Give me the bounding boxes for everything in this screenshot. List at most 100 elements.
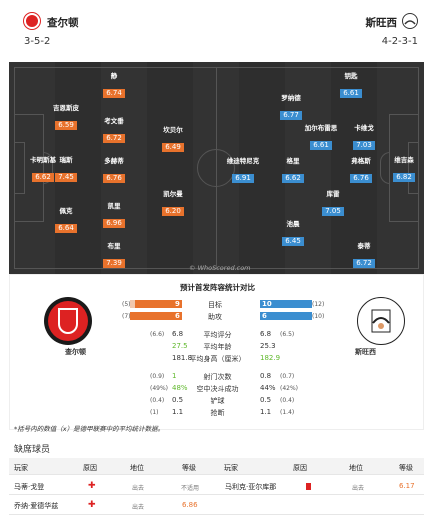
- home-player[interactable]: 坎贝尔 6.49: [143, 126, 203, 153]
- player-rating: 6.61: [310, 141, 332, 150]
- player-name: 格里: [286, 157, 300, 165]
- col-status-right: 地位: [349, 464, 363, 472]
- player-name: 加尔布雷思: [304, 124, 338, 132]
- stat-home-value: 27.5: [172, 342, 188, 350]
- goals-home-league-avg: (5): [122, 301, 131, 308]
- home-player[interactable]: 佩克 6.64: [36, 207, 96, 234]
- absent-table-header: 玩家 原因 地位 等级 玩家 原因 地位 等级: [9, 458, 424, 474]
- home-player[interactable]: 凯里 6.96: [84, 202, 144, 229]
- col-status-left: 地位: [130, 464, 144, 472]
- away-player[interactable]: 罗纳德 6.77: [261, 94, 321, 121]
- stat-home-value: 1: [172, 372, 177, 380]
- home-team-name[interactable]: 查尔顿: [47, 17, 79, 29]
- player-rating: 7.03: [353, 141, 375, 150]
- stat-away-value: 182.9: [260, 354, 281, 362]
- stat-away-league-avg: (42%): [280, 385, 299, 392]
- absent-player-name[interactable]: 马利克·亚尔库那: [225, 483, 277, 491]
- player-name: 静: [110, 72, 118, 80]
- player-name: 坎贝尔: [163, 126, 183, 134]
- col-grade-right: 等级: [399, 464, 413, 472]
- home-player[interactable]: 凯尔曼 6.20: [143, 190, 203, 217]
- player-rating: 7.39: [103, 259, 125, 268]
- player-rating: 6.64: [55, 224, 77, 233]
- player-rating: 6.49: [162, 143, 184, 152]
- away-player[interactable]: 弗格斯 6.76: [331, 157, 391, 184]
- col-reason-right: 原因: [293, 464, 307, 472]
- away-player[interactable]: 钥匙 6.61: [321, 72, 381, 99]
- stat-away-league-avg: (0.7): [280, 373, 295, 380]
- away-player[interactable]: 池晨 6.45: [263, 220, 323, 247]
- stat-home-league-avg: (1): [150, 409, 159, 416]
- stat-away-value: 0.5: [260, 396, 272, 404]
- away-player[interactable]: 加尔布雷思 6.61: [291, 124, 351, 151]
- stat-label: 平均评分: [203, 331, 232, 339]
- away-team-name[interactable]: 斯旺西: [365, 17, 398, 29]
- stat-away-value: 1.1: [260, 408, 272, 416]
- player-rating: 6.91: [232, 174, 254, 183]
- away-player[interactable]: 维吉森 6.82: [374, 156, 432, 183]
- stat-home-value: 6.8: [172, 330, 184, 338]
- player-name: 吉恩斯皮: [53, 104, 79, 112]
- injury-icon: ✚: [88, 481, 96, 491]
- away-player[interactable]: 泰蒂 6.72: [334, 242, 394, 269]
- stat-label: 抢断: [210, 409, 225, 417]
- player-name: 考文垂: [104, 117, 124, 125]
- player-name: 弗格斯: [351, 157, 371, 165]
- home-player[interactable]: 瑞斯 7.45: [36, 156, 96, 183]
- player-rating: 6.76: [103, 174, 125, 183]
- away-player[interactable]: 维迪特尼克 6.91: [213, 157, 273, 184]
- player-rating: 6.45: [282, 237, 304, 246]
- player-name: 维吉森: [394, 156, 414, 164]
- stat-home-league-avg: (6.6): [150, 331, 165, 338]
- stat-home-value: 1.1: [172, 408, 184, 416]
- goals-home-bar: [135, 300, 182, 308]
- stats-panel: 预计首发阵容统计对比 查尔顿 斯旺西 (5) 9 目标 10 (12) (7) …: [9, 274, 424, 430]
- player-rating: 6.59: [55, 121, 77, 130]
- away-player[interactable]: 格里 6.62: [263, 157, 323, 184]
- stat-away-league-avg: (1.4): [280, 409, 295, 416]
- player-rating: 7.45: [55, 173, 77, 182]
- assists-home-league-avg: (7): [122, 313, 131, 320]
- goals-away-bar: [260, 300, 312, 308]
- absent-player-name[interactable]: 马蒂·戈登: [14, 483, 45, 491]
- home-team-large-crest-icon: [44, 297, 92, 345]
- home-player[interactable]: 多赫蒂 6.76: [84, 157, 144, 184]
- home-player[interactable]: 静 6.74: [84, 72, 144, 99]
- col-reason-left: 原因: [83, 464, 97, 472]
- pitch: 卡明斯基 6.62 吉恩斯皮 6.59 瑞斯 7.45 佩克 6.64 静 6.74 考文垂 6.72…: [9, 62, 424, 274]
- assists-home-value: 6: [175, 312, 180, 320]
- absent-status: 出去: [132, 485, 145, 492]
- absent-player-name[interactable]: 乔纳·爱德华兹: [14, 502, 59, 510]
- home-player[interactable]: 卡明斯基 6.62: [13, 156, 73, 183]
- home-player[interactable]: 布里 7.39: [84, 242, 144, 269]
- player-name: 钥匙: [344, 72, 358, 80]
- assists-away-value: 6: [262, 312, 267, 320]
- player-rating: 6.72: [103, 134, 125, 143]
- player-rating: 6.62: [32, 173, 54, 182]
- col-player-right: 玩家: [224, 464, 238, 472]
- goals-away-league-avg: (12): [312, 301, 325, 308]
- stat-label: 空中决斗成功: [196, 385, 239, 393]
- player-name: 多赫蒂: [104, 157, 124, 165]
- away-six-yard-box: [408, 142, 419, 194]
- center-circle: [197, 149, 235, 187]
- absent-grade: 6.86: [182, 501, 198, 509]
- stat-away-value: 25.3: [260, 342, 276, 350]
- away-formation: 4-2-3-1: [381, 36, 418, 47]
- player-rating: 6.96: [103, 219, 125, 228]
- away-player[interactable]: 库雷 7.05: [303, 190, 363, 217]
- stat-away-value: 6.8: [260, 330, 272, 338]
- player-rating: 6.77: [280, 111, 302, 120]
- stat-label: 铲球: [210, 397, 225, 405]
- player-rating: 7.05: [322, 207, 344, 216]
- home-player[interactable]: 考文垂 6.72: [84, 117, 144, 144]
- goals-label: 目标: [208, 301, 222, 309]
- player-name: 卡维戈: [354, 124, 374, 132]
- assists-label: 助攻: [208, 313, 222, 321]
- stat-home-league-avg: (0.4): [150, 397, 165, 404]
- assists-home-bar: [130, 312, 182, 320]
- away-player[interactable]: 卡维戈 7.03: [334, 124, 394, 151]
- player-rating: 6.72: [353, 259, 375, 268]
- home-player[interactable]: 吉恩斯皮 6.59: [36, 104, 96, 131]
- stats-title: 预计首发阵容统计对比: [180, 283, 255, 292]
